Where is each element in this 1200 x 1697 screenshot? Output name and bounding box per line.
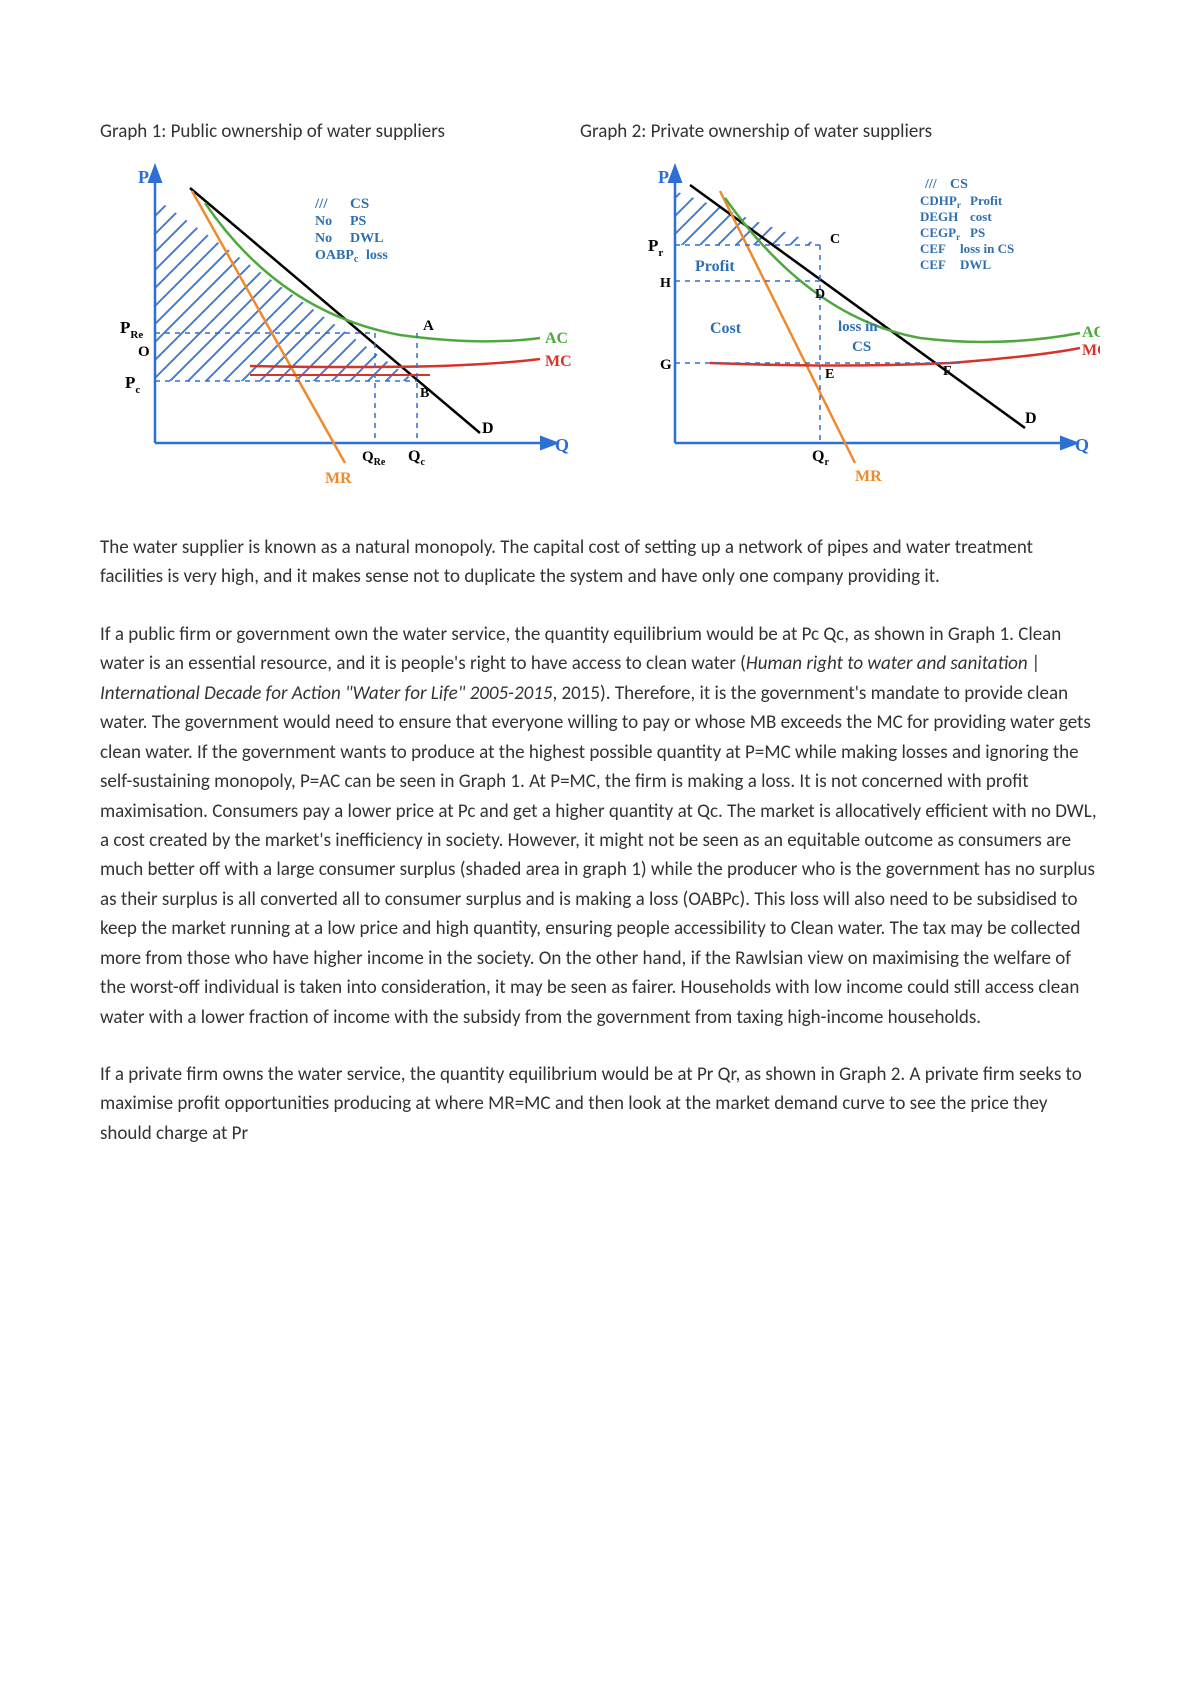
svg-text:Profit: Profit [970,193,1003,208]
graph1-d-label: D [482,420,494,437]
svg-text:H: H [660,276,671,291]
svg-text:CS: CS [950,177,968,192]
page: Graph 1: Public ownership of water suppl… [0,0,1200,1697]
svg-text:F: F [943,364,952,379]
svg-text:Profit: Profit [695,258,735,275]
graph1-title: Graph 1: Public ownership of water suppl… [100,120,540,143]
svg-text:OABPc: OABPc [315,248,359,265]
svg-text:loss in: loss in [838,319,878,335]
graph2-title: Graph 2: Private ownership of water supp… [580,120,1020,143]
svg-text:DEGH: DEGH [920,209,958,224]
svg-text:loss: loss [366,248,388,263]
p2-post: , 2015). Therefore, it is the government… [100,682,1097,1029]
svg-text:E: E [825,367,834,382]
graph1-a-label: A [423,318,434,334]
svg-text:D: D [815,287,825,302]
graph1-mr-label: MR [325,470,352,487]
svg-text:No: No [315,214,332,229]
svg-text:Qc: Qc [408,448,425,468]
graph1-p-axis-label: P [138,167,149,187]
svg-text:CEF: CEF [920,257,946,272]
svg-text:AC: AC [1082,324,1100,341]
svg-text:MC: MC [1082,342,1100,359]
svg-text:C: C [830,232,840,247]
svg-text:Qr: Qr [812,448,829,468]
graph1: P Q PRe O Pc A B D QRe Qc AC MC MR /// C… [100,163,580,493]
svg-text:CS: CS [350,196,369,212]
svg-text:loss in CS: loss in CS [960,241,1014,256]
graph1-b-label: B [420,386,429,401]
paragraph-2: If a public firm or government own the w… [100,620,1100,1032]
graph1-q-axis-label: Q [555,435,569,455]
svg-text:QRe: QRe [362,449,386,468]
graph1-o-label: O [138,344,150,360]
svg-text:G: G [660,357,672,373]
svg-text:CS: CS [852,339,871,355]
svg-text:MR: MR [855,468,882,485]
svg-text:D: D [1025,410,1037,427]
svg-text:///: /// [924,177,938,192]
svg-text:PS: PS [350,214,367,229]
svg-text:Pc: Pc [125,373,140,396]
svg-text:Cost: Cost [710,320,742,337]
graph1-mc-label: MC [545,353,572,370]
svg-text:DWL: DWL [350,231,383,246]
svg-text:CEGPr: CEGPr [920,225,960,242]
paragraph-3: If a private firm owns the water service… [100,1060,1100,1148]
svg-text:///: /// [314,196,328,212]
svg-text:DWL: DWL [960,257,991,272]
paragraph-1: The water supplier is known as a natural… [100,533,1100,592]
graph-titles-row: Graph 1: Public ownership of water suppl… [100,120,1100,143]
graphs-row: P Q PRe O Pc A B D QRe Qc AC MC MR /// C… [100,163,1100,493]
svg-text:PS: PS [970,225,985,240]
svg-text:CDHPr: CDHPr [920,193,961,210]
svg-text:cost: cost [970,209,992,224]
svg-text:CEF: CEF [920,241,946,256]
graph2-p-axis-label: P [658,167,669,187]
graph2: P Q Pr H G C D E F Profit Cost loss in C… [620,163,1100,493]
svg-text:PRe: PRe [120,318,143,341]
graph2-q-axis-label: Q [1075,435,1089,455]
svg-text:No: No [315,231,332,246]
graph1-ac-label: AC [545,330,568,347]
svg-text:Pr: Pr [648,236,663,259]
